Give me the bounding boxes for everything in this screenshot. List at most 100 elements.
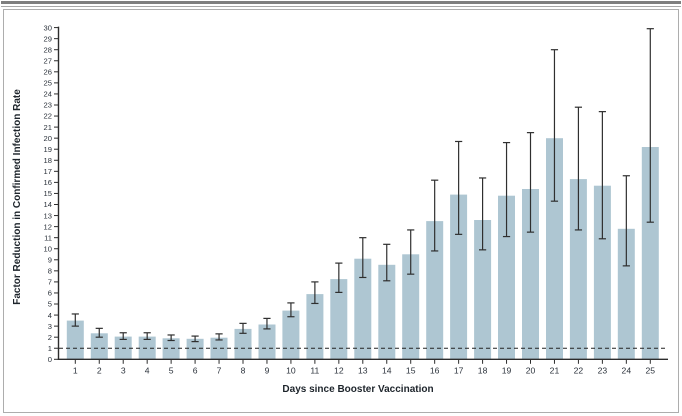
error-bar-day-9: [263, 317, 271, 330]
y-tick-label: 22: [44, 112, 52, 121]
error-bar-day-1: [71, 313, 79, 327]
x-tick-label: 4: [145, 365, 150, 375]
x-tick-label: 7: [217, 365, 222, 375]
x-tick-label: 5: [169, 365, 174, 375]
x-tick-label: 17: [454, 365, 464, 375]
error-bar-day-3: [119, 332, 127, 340]
bar-day-6: [186, 338, 204, 360]
y-tick-label: 8: [48, 267, 52, 276]
y-tick-label: 29: [44, 34, 52, 43]
error-bar-day-7: [215, 333, 223, 341]
x-tick-label: 22: [574, 365, 584, 375]
error-bar-day-5: [167, 334, 175, 342]
error-bar-day-25: [646, 28, 654, 223]
error-bar-day-16: [431, 179, 439, 252]
y-tick-label: 5: [48, 300, 52, 309]
y-tick-label: 3: [48, 322, 52, 331]
y-tick-label: 28: [44, 45, 52, 54]
y-tick-label: 16: [44, 178, 52, 187]
x-tick-label: 18: [478, 365, 488, 375]
x-tick-label: 13: [358, 365, 368, 375]
error-bar-day-22: [574, 106, 583, 231]
x-tick-label: 8: [241, 365, 246, 375]
error-bar-day-18: [478, 177, 487, 251]
x-tick-label: 16: [430, 365, 440, 375]
y-tick-label: 24: [44, 90, 52, 99]
bar-day-21: [546, 138, 563, 360]
x-tick-label: 9: [265, 365, 270, 375]
y-tick-label: 26: [44, 68, 52, 77]
x-tick-label: 23: [598, 365, 608, 375]
y-tick-label: 13: [44, 211, 52, 220]
top-rule-thin: [1, 6, 681, 7]
bar-day-18: [474, 220, 492, 360]
x-tick-label: 6: [193, 365, 198, 375]
bar-day-5: [162, 338, 180, 360]
y-tick-label: 14: [44, 200, 52, 209]
error-bar-day-17: [455, 140, 463, 235]
y-tick-label: 23: [44, 101, 52, 110]
top-rule-thick: [1, 1, 681, 4]
error-bar-day-2: [95, 327, 103, 338]
error-bar-day-24: [622, 175, 630, 267]
y-tick-label: 6: [48, 289, 52, 298]
bar-day-17: [450, 194, 468, 360]
bar-day-15: [402, 254, 420, 360]
y-tick-label: 2: [48, 333, 52, 342]
error-bar-day-8: [239, 322, 247, 334]
x-tick-label: 2: [97, 365, 102, 375]
y-tick-label: 30: [44, 23, 52, 32]
error-bar-day-6: [191, 335, 199, 343]
error-bar-day-20: [526, 132, 535, 233]
x-tick-label: 1: [73, 365, 78, 375]
error-bar-day-11: [311, 281, 319, 305]
x-tick-label: 15: [406, 365, 416, 375]
y-tick-label: 18: [44, 156, 52, 165]
y-tick-label: 20: [44, 134, 52, 143]
x-tick-label: 14: [382, 365, 392, 375]
y-tick-label: 17: [44, 167, 52, 176]
y-tick-label: 11: [44, 233, 52, 242]
error-bar-day-13: [359, 237, 367, 279]
y-axis-title: Factor Reduction in Confirmed Infection …: [12, 89, 23, 305]
x-tick-label: 10: [286, 365, 296, 375]
y-tick-label: 19: [44, 145, 52, 154]
error-bar-day-23: [598, 111, 606, 240]
y-tick-label: 21: [44, 123, 52, 132]
x-tick-label: 21: [550, 365, 560, 375]
x-tick-label: 11: [310, 365, 319, 375]
y-tick-label: 1: [48, 344, 52, 353]
bar-day-10: [282, 310, 300, 360]
y-tick-label: 12: [44, 222, 52, 231]
bar-day-16: [426, 221, 444, 360]
y-tick-label: 7: [48, 278, 52, 287]
y-tick-label: 27: [44, 56, 52, 65]
bar-day-7: [210, 337, 228, 360]
error-bar-day-14: [383, 243, 391, 282]
bar-day-2: [90, 333, 108, 360]
bar-day-4: [138, 336, 156, 360]
error-bar-day-10: [287, 302, 295, 318]
y-tick-label: 0: [48, 355, 52, 364]
bar-day-22: [569, 179, 587, 360]
bar-day-14: [378, 264, 396, 360]
y-tick-label: 25: [44, 79, 52, 88]
bar-day-23: [593, 185, 611, 360]
y-tick-label: 10: [44, 244, 52, 253]
bars-layer: [66, 138, 659, 360]
error-bar-day-19: [502, 141, 511, 238]
x-tick-label: 19: [502, 365, 512, 375]
error-bar-day-21: [550, 49, 559, 202]
bar-day-8: [234, 328, 252, 360]
bar-day-25: [641, 147, 659, 360]
y-tick-label: 15: [44, 189, 52, 198]
y-tick-label: 9: [48, 255, 52, 264]
bar-day-13: [354, 258, 372, 360]
bar-day-24: [617, 228, 635, 360]
x-tick-label: 25: [646, 365, 656, 375]
bar-day-1: [66, 320, 84, 360]
bar-day-20: [522, 189, 539, 360]
y-tick-label: 4: [48, 311, 52, 320]
